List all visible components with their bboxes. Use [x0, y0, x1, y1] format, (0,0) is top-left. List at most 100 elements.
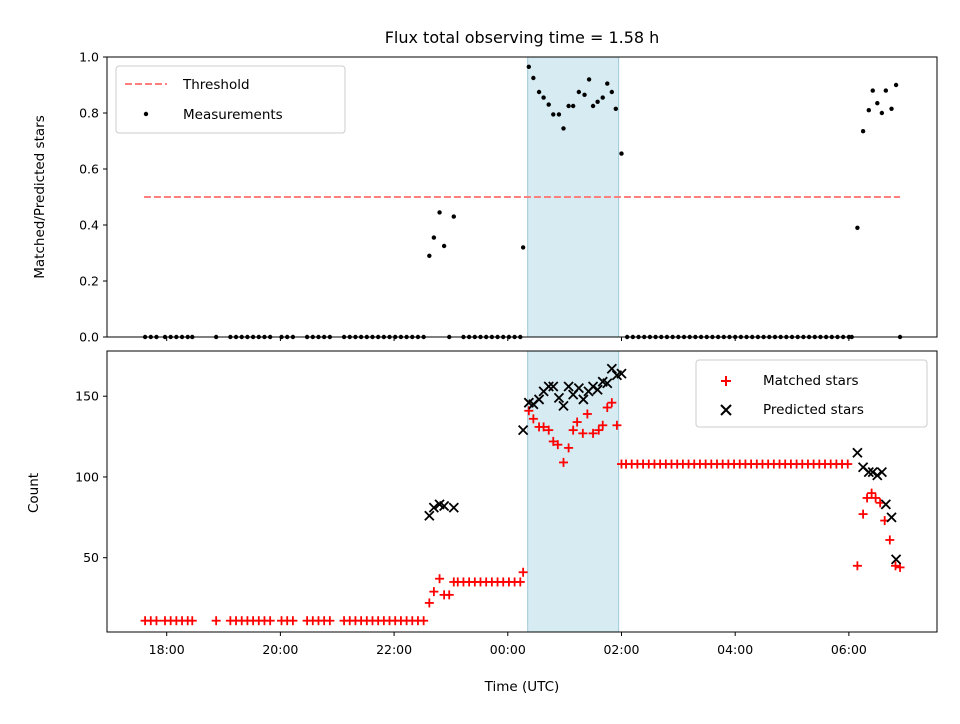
bottom-x-tick-label: 22:00: [376, 642, 412, 657]
predicted-star-point: [518, 424, 529, 436]
matched-star-point: [867, 488, 877, 498]
predicted-star-point: [533, 394, 545, 405]
bottom-x-tick-label: 18:00: [149, 642, 185, 657]
matched-star-point: [444, 590, 454, 600]
predicted-star-point: [886, 512, 897, 523]
predicted-stars-layer: [424, 363, 902, 565]
matched-star-point: [582, 409, 592, 419]
predicted-star-point: [578, 394, 589, 405]
chart-title: Flux total observing time = 1.58 h: [385, 28, 660, 47]
matched-star-point: [862, 493, 872, 503]
top-legend: Threshold Measurements: [115, 65, 346, 134]
matched-star-point: [288, 616, 298, 626]
measurement-point: [431, 235, 437, 240]
predicted-star-point: [602, 378, 613, 389]
bottom-x-axis: 18:00 20:00 22:00 00:00 02:00 04:00 06:00: [149, 632, 867, 657]
top-y-tick-label: 0.4: [79, 218, 99, 233]
measurement-point: [570, 103, 576, 109]
matched-star-point: [858, 509, 868, 519]
top-y-tick-label: 0.0: [79, 330, 99, 345]
matched-star-point: [559, 457, 568, 467]
measurement-point: [451, 214, 456, 219]
top-y-axis-label: Matched/Predicted stars: [32, 115, 48, 278]
measurement-point: [590, 103, 596, 109]
predicted-star-point: [424, 510, 435, 521]
predicted-star-point: [890, 554, 902, 565]
bottom-y-axis: 50 100 150: [75, 389, 107, 565]
predicted-star-point: [867, 466, 878, 478]
measurement-point: [541, 95, 546, 100]
measurement-point: [893, 82, 899, 88]
bottom-y-axis-label: Count: [26, 473, 42, 513]
measurement-point: [566, 103, 571, 109]
bottom-plot-frame: [106, 350, 938, 633]
measurement-point: [556, 112, 562, 117]
top-panel: 0.0 0.2 0.4 0.6 0.8 1.0 Flux total observing …: [32, 28, 938, 345]
predicted-star-point: [592, 384, 603, 395]
matched-star-point: [424, 598, 434, 608]
matched-star-point: [515, 577, 525, 587]
matched-star-point: [419, 616, 429, 626]
measurement-point: [531, 75, 536, 81]
predicted-star-point: [548, 381, 559, 392]
matched-star-point: [895, 562, 905, 572]
matched-star-point: [518, 567, 528, 577]
matched-star-point: [211, 616, 221, 626]
predicted-legend-swatch: [720, 404, 732, 416]
predicted-star-point: [852, 447, 863, 458]
bottom-x-tick-label: 20:00: [262, 642, 298, 657]
top-x-tickmarks: [166, 337, 850, 341]
predicted-star-point: [543, 381, 554, 392]
bottom-y-tick-label: 50: [83, 550, 99, 565]
top-legend-box: [115, 65, 346, 134]
top-y-tick-label: 0.6: [79, 162, 99, 177]
bottom-legend: Matched stars Predicted stars: [695, 359, 928, 428]
predicted-star-point: [428, 502, 440, 513]
measurement-point: [546, 102, 551, 107]
top-y-tick-label: 1.0: [79, 50, 99, 65]
predicted-star-point: [872, 470, 883, 481]
measurement-point: [520, 245, 526, 250]
predicted-star-point: [863, 466, 874, 478]
measurement-point: [619, 151, 624, 156]
measurement-point: [561, 126, 566, 131]
matched-star-point: [607, 398, 617, 408]
matched-star-point: [325, 616, 335, 626]
measurement-point: [855, 225, 860, 230]
top-y-axis: 0.0 0.2 0.4 0.6 0.8 1.0: [79, 50, 107, 345]
top-plot-frame: [106, 56, 938, 338]
measurement-point: [883, 88, 889, 93]
matched-star-point: [843, 459, 853, 469]
matched-star-point: [871, 493, 881, 503]
predicted-star-point: [606, 363, 617, 374]
predicted-star-point: [558, 400, 569, 412]
matched-star-point: [187, 616, 197, 626]
measurements-legend-label: Measurements: [183, 107, 283, 123]
matched-legend-label: Matched stars: [763, 373, 859, 389]
measurement-point: [605, 81, 610, 86]
measurement-point: [860, 129, 866, 134]
matched-star-point: [265, 616, 275, 626]
predicted-star-point: [616, 368, 627, 379]
top-highlight-span: [527, 56, 620, 338]
predicted-star-point: [563, 381, 574, 392]
measurement-point: [600, 95, 605, 100]
bottom-highlight-span: [527, 350, 620, 633]
matched-star-point: [553, 440, 563, 450]
matched-star-point: [885, 535, 895, 545]
bottom-y-tick-label: 150: [75, 389, 99, 404]
measurement-point: [613, 106, 619, 112]
measurement-point: [441, 243, 447, 249]
measurements-legend-swatch: [143, 111, 149, 117]
measurement-point: [609, 89, 615, 95]
matched-star-point: [564, 443, 574, 453]
matched-legend-swatch: [721, 376, 731, 386]
bottom-x-tick-label: 00:00: [490, 642, 526, 657]
predicted-star-point: [438, 500, 450, 512]
bottom-legend-box: [695, 359, 928, 428]
measurement-point: [582, 92, 587, 98]
bottom-y-tick-label: 100: [75, 469, 99, 484]
matched-star-point: [572, 417, 582, 427]
bottom-x-tick-label: 04:00: [717, 642, 753, 657]
predicted-star-point: [876, 466, 887, 478]
